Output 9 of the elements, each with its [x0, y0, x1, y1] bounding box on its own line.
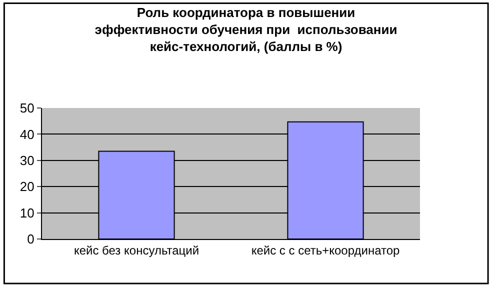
chart-title: Роль координатора в повышении эффективности обучения при использовании кейс-технологий, (баллы в %) — [94, 5, 398, 54]
x-tick-label: кейс с с сеть+координатор — [251, 243, 400, 258]
y-tick-label: 20 — [20, 179, 34, 194]
y-tick-label: 10 — [20, 205, 34, 220]
y-tick-label: 40 — [20, 126, 34, 142]
y-tick-label: 50 — [20, 100, 34, 116]
x-tick-label: кейс без консультаций — [74, 243, 200, 258]
y-tick-label: 30 — [20, 152, 34, 168]
y-tick-label: 0 — [27, 232, 34, 247]
